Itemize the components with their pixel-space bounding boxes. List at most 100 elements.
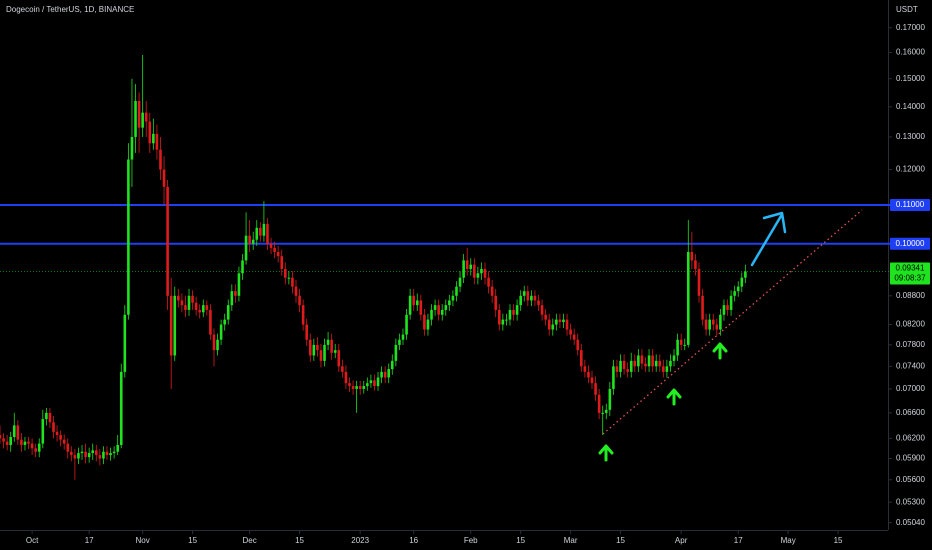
candle-body	[515, 305, 519, 315]
target-arrow	[750, 211, 787, 267]
candle-body	[266, 223, 269, 244]
candle-body	[137, 101, 141, 128]
x-tick-label: 17	[734, 536, 743, 545]
candle-body	[540, 305, 544, 315]
candle-body	[209, 309, 212, 335]
candle-body	[604, 409, 608, 413]
candle-body	[729, 295, 733, 310]
candle-body	[497, 309, 501, 325]
candle-body	[23, 441, 27, 445]
candle-body	[537, 300, 540, 306]
up-arrow	[666, 388, 682, 406]
candle-body	[5, 441, 9, 445]
candle-body	[216, 339, 219, 351]
candle-body	[344, 371, 348, 384]
candle-body	[440, 309, 444, 315]
candle-body	[205, 305, 209, 310]
candle-body	[119, 371, 123, 445]
candle-body	[105, 451, 109, 456]
candle-body	[572, 334, 576, 340]
candle-body	[669, 360, 672, 367]
candle-body	[273, 247, 276, 252]
candle-body	[2, 438, 5, 442]
candle-body	[708, 319, 711, 330]
candle-body	[337, 350, 341, 367]
candle-body	[711, 319, 715, 325]
candle-body	[533, 295, 537, 301]
x-tick-label: 15	[834, 536, 843, 545]
candle-body	[262, 223, 266, 236]
candle-body	[109, 453, 112, 456]
candle-body	[94, 450, 98, 456]
x-tick-label: Nov	[136, 536, 150, 545]
candle-body	[319, 350, 323, 361]
candle-body	[276, 251, 280, 257]
levels	[0, 203, 890, 272]
candle-body	[505, 319, 508, 321]
candle-body	[512, 309, 515, 315]
candle-body	[562, 319, 565, 323]
x-tick-label: 15	[616, 536, 625, 545]
candle-body	[316, 344, 319, 351]
level-label: 0.11000	[896, 200, 925, 209]
candle-body	[694, 260, 697, 269]
candle-body	[87, 453, 91, 458]
candle-body	[629, 360, 633, 372]
candle-body	[287, 277, 291, 279]
candle-body	[740, 277, 744, 287]
candle-body	[173, 295, 177, 356]
candle-body	[644, 363, 647, 367]
candle-body	[116, 444, 119, 452]
up-arrows	[598, 342, 728, 462]
candle-body	[312, 344, 316, 356]
candle-body	[672, 355, 676, 361]
candle-body	[569, 329, 572, 335]
candle-body	[191, 295, 194, 303]
candle-body	[27, 441, 30, 444]
candle-body	[355, 386, 358, 389]
candle-body	[433, 305, 437, 310]
candle-body	[683, 344, 687, 346]
candle-body	[658, 360, 662, 367]
candle-body	[198, 309, 202, 313]
candle-body	[530, 295, 533, 301]
candle-body	[52, 422, 55, 432]
candle-body	[66, 443, 70, 452]
candle-body	[622, 360, 626, 370]
candles	[0, 54, 747, 480]
candle-body	[394, 344, 398, 361]
candle-body	[305, 324, 308, 340]
candle-body	[676, 339, 679, 356]
candle-body	[651, 355, 654, 367]
x-tick-label: May	[781, 536, 796, 545]
y-tick-label: 0.13000	[896, 132, 925, 141]
candle-body	[704, 319, 708, 330]
x-tick-label: Apr	[675, 536, 688, 545]
candle-body	[526, 291, 530, 301]
candle-body	[244, 235, 248, 261]
candle-body	[298, 295, 301, 306]
candle-body	[390, 360, 394, 370]
candle-body	[462, 260, 465, 278]
candle-body	[522, 291, 526, 296]
y-tick-label: 0.08200	[896, 320, 925, 329]
candle-body	[180, 300, 184, 306]
y-tick-label: 0.08800	[896, 291, 925, 300]
drawings	[598, 209, 863, 462]
candle-body	[102, 451, 105, 459]
candle-body	[212, 334, 216, 351]
candle-body	[458, 277, 462, 287]
candle-body	[59, 435, 62, 440]
candle-body	[237, 273, 241, 296]
level-label-box	[890, 237, 930, 250]
candle-body	[177, 295, 180, 301]
candle-body	[308, 339, 312, 356]
candle-body	[326, 339, 330, 345]
candle-body	[166, 186, 169, 296]
candle-body	[187, 295, 191, 310]
candle-body	[84, 451, 87, 458]
candle-body	[476, 273, 480, 278]
candle-body	[98, 455, 102, 459]
candle-body	[733, 291, 736, 296]
